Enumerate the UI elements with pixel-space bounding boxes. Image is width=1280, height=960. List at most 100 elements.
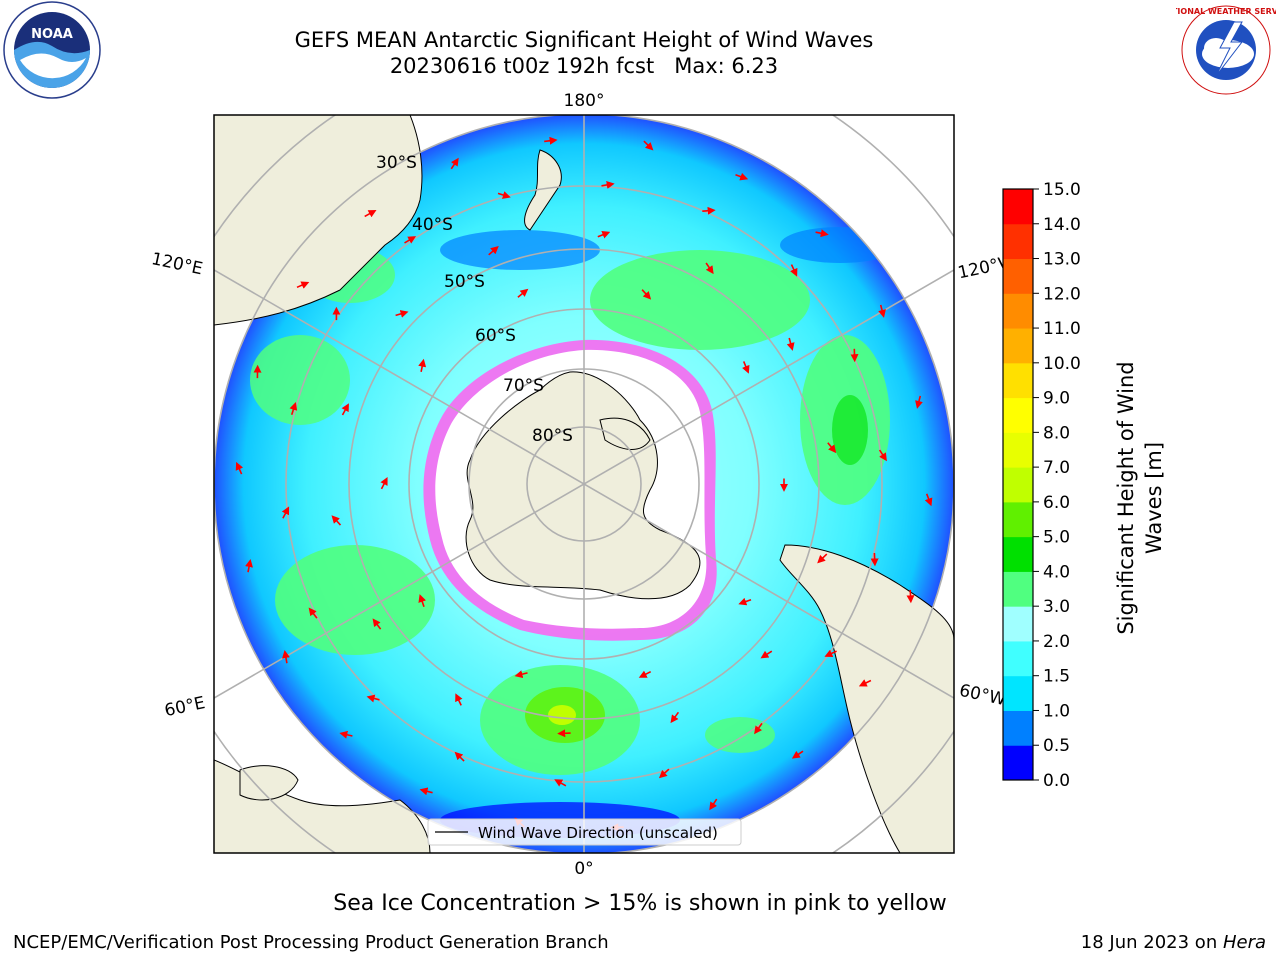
wind-wave-arrow [364,209,377,218]
colorbar-segment [1003,640,1033,677]
wind-wave-arrow [915,395,923,409]
wind-wave-arrow [735,172,749,181]
wind-wave-arrow [296,281,310,289]
australia-outline [214,115,423,326]
colorbar-label-line1: Significant Height of Wind [1114,361,1138,635]
noaa-logo: NOAA [3,1,101,99]
map-frame [213,114,955,854]
lat-label-70s: 70°S [503,376,544,396]
wind-wave-arrow [514,670,528,679]
wind-wave-arrow [418,594,427,608]
wind-wave-arrow [282,650,290,664]
continents [214,115,954,853]
colorbar-tick-label: 15.0 [1043,180,1081,200]
wind-wave-arrow [380,476,388,490]
colorbar-segment [1003,467,1033,503]
wind-wave-arrow [858,679,872,687]
wind-wave-arrow [641,289,652,300]
wind-wave-arrow [418,358,427,372]
wind-wave-arrow [419,787,433,796]
wind-wave-arrow [404,236,417,244]
wind-wave-arrow [791,750,804,759]
legend-label: Wind Wave Direction (unscaled) [478,824,718,842]
colorbar-tick-label: 0.5 [1043,736,1070,756]
wind-wave-arrow [554,779,567,787]
chart-subtitle: 20230616 t00z 192h fcst Max: 6.23 [389,54,779,78]
wind-wave-arrow [709,798,718,811]
wind-wave-arrow [790,264,798,277]
wind-wave-arrow [870,552,879,567]
noaa-logo-text: NOAA [31,27,73,42]
wind-wave-arrow [817,553,828,564]
wind-wave-arrow [308,607,318,619]
wind-wave-arrow [738,597,752,606]
wind-wave-arrow [289,402,298,415]
chart-title: GEFS MEAN Antarctic Significant Height o… [294,28,874,52]
wind-wave-arrow [760,650,773,659]
wind-wave-arrow [331,515,342,526]
lon-label-180: 180° [564,91,605,111]
wind-wave-arrow [878,304,886,318]
colorbar-tick-label: 7.0 [1043,458,1070,478]
wind-wave-arrow [924,493,933,507]
wind-wave-arrow [339,730,353,739]
wind-wave-arrow [281,506,290,519]
colorbar-segment [1003,189,1033,225]
colorbar-tick-label: 10.0 [1043,354,1081,374]
colorbar-segment [1003,606,1033,642]
lat-label-80s: 80°S [532,426,573,446]
wind-wave-arrow [488,246,499,256]
wind-wave-arrow [643,140,654,151]
wind-wave-arrow [517,288,529,298]
wind-wave-arrow [497,191,511,199]
lon-label-120e: 120°E [150,249,205,279]
colorbar-segment [1003,571,1033,607]
south-america-outline [779,544,954,853]
colorbar-segment [1003,432,1033,468]
colorbar-tick-label: 9.0 [1043,389,1070,409]
colorbar-tick-label: 5.0 [1043,528,1070,548]
wind-wave-arrow [670,711,680,724]
colorbar-tick-label: 11.0 [1043,319,1081,339]
wind-wave-arrow [906,589,915,604]
wind-wave-arrow [372,618,382,630]
lat-label-40s: 40°S [412,215,453,235]
sea-ice-note: Sea Ice Concentration > 15% is shown in … [333,891,947,916]
run-info: 18 Jun 2023 on Hera [1081,932,1266,953]
graticule [214,115,954,853]
wind-wave-arrow [544,136,558,145]
wind-wave-arrow [395,310,409,318]
wind-wave-arrow [454,751,465,762]
wind-wave-arrow [658,768,670,779]
colorbar-tick-label: 14.0 [1043,215,1081,235]
wind-wave-arrow [742,361,750,374]
colorbar-tick-label: 12.0 [1043,284,1081,304]
wind-wave-arrow [786,337,795,351]
lon-label-0: 0° [574,859,593,879]
colorbar-tick-label: 6.0 [1043,493,1070,513]
lon-label-60w: 60°W [957,681,1007,710]
run-date: 18 Jun 2023 on [1080,932,1223,953]
wind-wave-arrow [245,559,253,573]
colorbar-segment [1003,710,1033,746]
colorbar-label: Significant Height of Wind Waves [m] [1112,358,1168,638]
wind-wave-arrow [878,449,887,462]
new-zealand-outline [524,149,562,231]
colorbar-label-line2: Waves [m] [1142,441,1166,555]
latitude-labels: 30°S 40°S 50°S 60°S 70°S 80°S [376,153,573,446]
colorbar-tick-label: 13.0 [1043,250,1081,270]
colorbar-tick-label: 8.0 [1043,423,1070,443]
colorbar-segment [1003,328,1033,364]
colorbar-segment [1003,536,1033,572]
colorbar-segment [1003,258,1033,294]
credit-text: NCEP/EMC/Verification Post Processing Pr… [13,932,609,953]
wind-wave-arrow [601,180,615,189]
colorbar-tick-label: 1.0 [1043,701,1070,721]
map-area: Wind Wave Direction (unscaled) [214,115,954,853]
lat-label-30s: 30°S [376,153,417,173]
lat-label-60s: 60°S [475,326,516,346]
colorbar-segment [1003,223,1033,260]
colorbar-tick-label: 0.0 [1043,771,1070,791]
colorbar-tick-label: 4.0 [1043,562,1070,582]
